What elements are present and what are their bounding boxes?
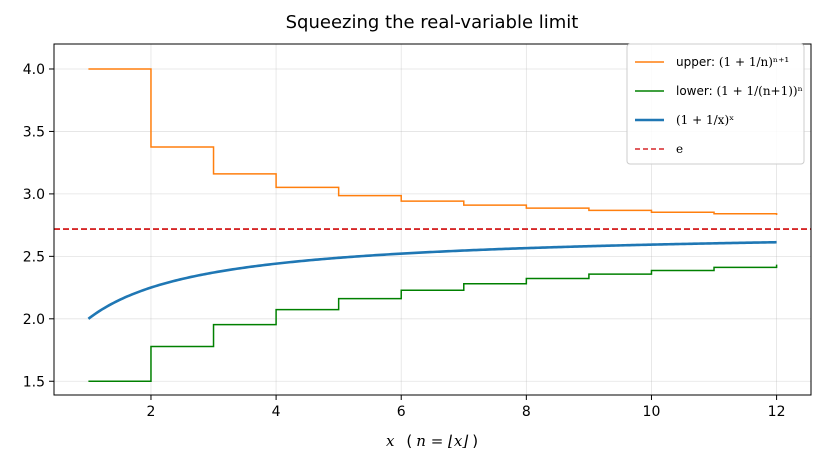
x-tick-label: 4 xyxy=(272,404,281,420)
y-tick-label: 2.5 xyxy=(23,249,45,265)
x-tick-label: 8 xyxy=(522,404,531,420)
legend-label: e xyxy=(676,142,683,156)
legend-entry-lower: lower: (1 + 1/(n+1))ⁿ xyxy=(635,84,803,98)
y-tick-label: 3.5 xyxy=(23,124,45,140)
y-tick-label: 4.0 xyxy=(23,62,45,78)
legend: upper: (1 + 1/n)ⁿ⁺¹ lower: (1 + 1/(n+1))ⁿ… xyxy=(626,43,805,165)
x-tick-label: 12 xyxy=(768,404,786,420)
legend-label: upper: (1 + 1/n)ⁿ⁺¹ xyxy=(676,55,789,69)
legend-entry-e: e xyxy=(635,142,683,156)
series-layer xyxy=(54,68,811,383)
legend-entry-upper: upper: (1 + 1/n)ⁿ⁺¹ xyxy=(635,55,789,69)
legend-entry-curve: (1 + 1/x)ˣ xyxy=(635,113,734,127)
y-tick-label: 2.0 xyxy=(23,312,45,328)
x-axis-label: x ( n = ⌊x⌋ ) xyxy=(386,432,478,450)
real-variable-curve xyxy=(87,240,777,320)
lower-bound-line xyxy=(88,264,778,383)
y-tick-label: 3.0 xyxy=(23,187,45,203)
upper-bound-line xyxy=(88,68,778,216)
plot-frame xyxy=(53,43,812,396)
x-axis-label-open: ( xyxy=(406,432,412,450)
x-tick-label: 6 xyxy=(397,404,406,420)
legend-box xyxy=(626,43,805,165)
legend-label: (1 + 1/x)ˣ xyxy=(676,113,734,127)
ticks: 2 4 6 8 10 12 1.5 2.0 2.5 3.0 3.5 4.0 xyxy=(23,62,786,420)
x-tick-label: 10 xyxy=(643,404,661,420)
x-axis-label-var: x xyxy=(386,432,395,450)
legend-label: lower: (1 + 1/(n+1))ⁿ xyxy=(676,84,803,98)
y-tick-label: 1.5 xyxy=(23,374,45,390)
x-axis-label-floor: n = ⌊x⌋ xyxy=(416,432,468,450)
x-axis-label-close: ) xyxy=(472,432,478,450)
chart-title: Squeezing the real-variable limit xyxy=(286,12,579,33)
x-tick-label: 2 xyxy=(147,404,156,420)
